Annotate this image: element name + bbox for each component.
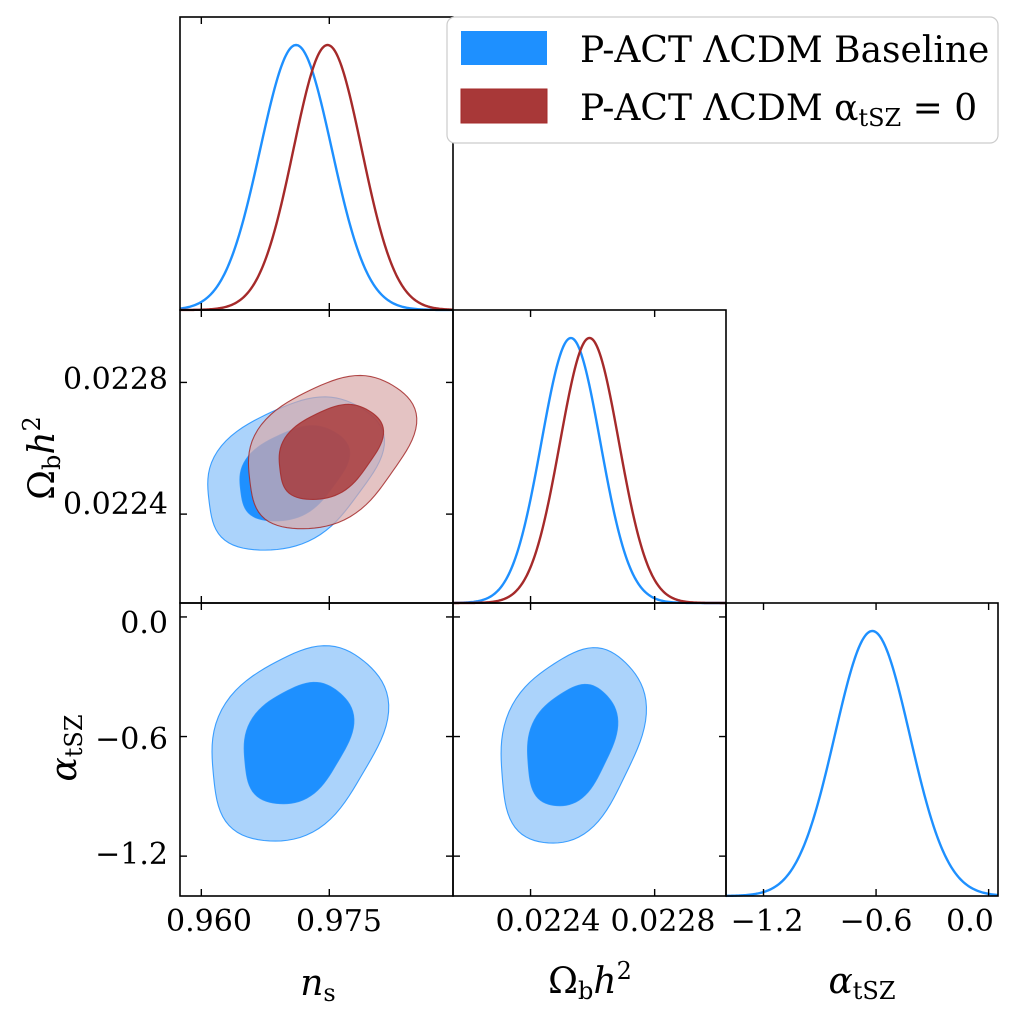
y-axis-label-ombh2: Ωbh2 <box>18 416 66 500</box>
x-tick-label-atsz-1.2: −1.2 <box>731 904 804 939</box>
contour-68-baseline-ns-atsz <box>243 681 355 805</box>
tick-marks <box>180 17 990 896</box>
panel-frame-2-2 <box>725 602 999 897</box>
legend-swatch-baseline <box>461 31 547 65</box>
marginal-ns-tsz0 <box>179 43 454 312</box>
marginal-ns-baseline <box>179 43 453 312</box>
legend-label-baseline: P-ACT ΛCDM Baseline <box>580 30 989 71</box>
contour-68-tsz0-ns-ombh2 <box>278 403 385 500</box>
panel-frames <box>179 16 999 897</box>
x-tick-label-ns-0.960: 0.960 <box>166 904 252 939</box>
y-tick-label-ombh2-0.0224: 0.0224 <box>63 487 168 522</box>
contour-layer <box>207 374 647 844</box>
y-tick-label-atsz-0.0: 0.0 <box>120 606 168 641</box>
marginal-ombh2-tsz0 <box>453 336 726 605</box>
y-tick-label-atsz-0.6: −0.6 <box>95 722 168 757</box>
x-tick-label-ombh2-0.0224: 0.0224 <box>496 904 601 939</box>
y-tick-label-atsz-1.2: −1.2 <box>95 837 168 872</box>
panel-frame-1-1 <box>452 309 727 604</box>
legend-label-tsz0: P-ACT ΛCDM αtSZ = 0 <box>580 88 977 132</box>
axis-labels: ns Ωbh2 αtSZ Ωbh2 αtSZ <box>18 416 896 1007</box>
x-tick-label-ombh2-0.0228: 0.0228 <box>611 904 716 939</box>
tick-labels: 0.960 0.975 0.0224 0.0228 −1.2 −0.6 0.0 … <box>63 362 994 939</box>
legend: P-ACT ΛCDM Baseline P-ACT ΛCDM αtSZ = 0 <box>446 16 999 144</box>
marginal-ombh2-baseline <box>452 336 726 605</box>
legend-box <box>446 16 999 144</box>
x-axis-label-ombh2: Ωbh2 <box>548 957 632 1005</box>
legend-swatch-tsz0 <box>460 88 548 124</box>
x-axis-label-atsz: αtSZ <box>828 961 895 1005</box>
x-tick-label-ns-0.975: 0.975 <box>296 904 382 939</box>
y-tick-label-ombh2-0.0228: 0.0228 <box>63 362 168 397</box>
contour-68-baseline-ombh2-atsz <box>527 683 619 807</box>
x-tick-label-atsz-0.0: 0.0 <box>946 904 994 939</box>
marginal-atsz-baseline <box>725 629 999 898</box>
x-tick-label-atsz-0.6: −0.6 <box>840 904 913 939</box>
y-axis-label-atsz: αtSZ <box>44 714 88 781</box>
x-axis-label-ns: ns <box>300 963 336 1007</box>
